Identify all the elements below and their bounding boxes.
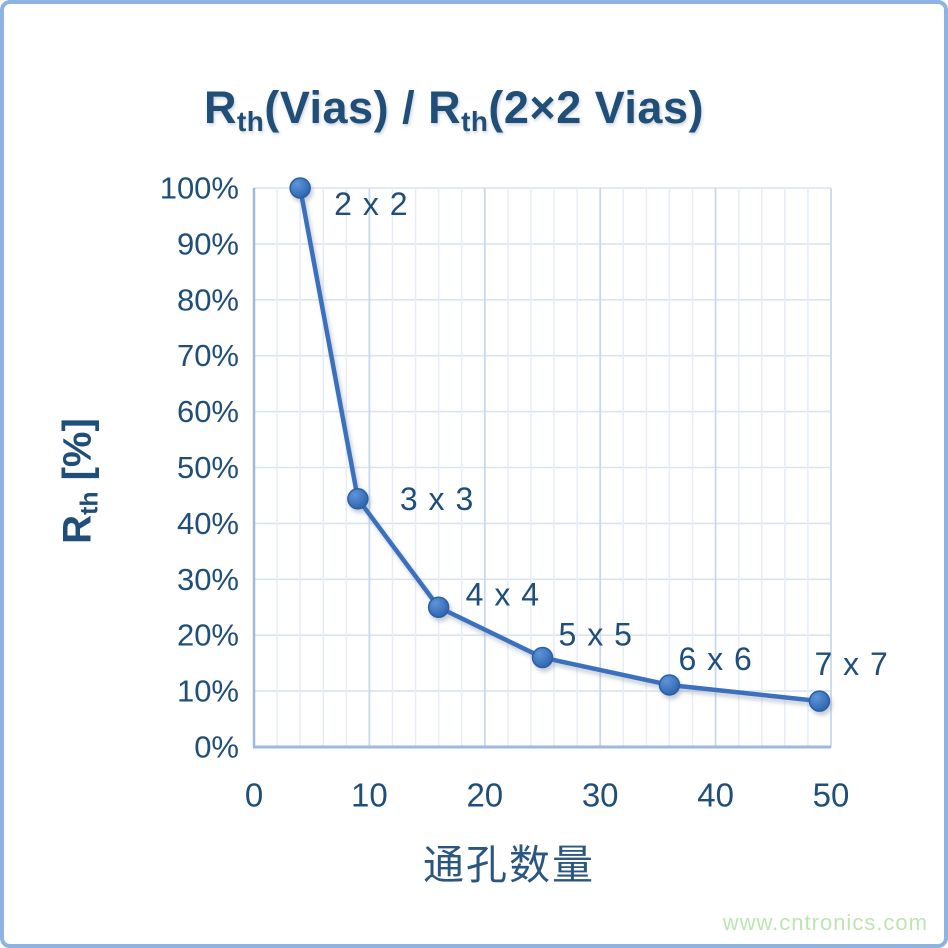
y-tick-label: 10% (177, 674, 239, 709)
title-sub2: th (461, 105, 489, 137)
x-tick-label: 30 (582, 777, 619, 814)
data-point-label: 6 x 6 (678, 641, 752, 677)
x-axis-title: 通孔数量 (423, 842, 595, 888)
chart-title: Rth(Vias) / Rth(2×2 Vias) (4, 82, 904, 138)
data-point-label: 3 x 3 (400, 481, 474, 517)
y-tick-label: 80% (177, 282, 239, 317)
y-tick-label: 0% (194, 730, 239, 765)
data-point-marker (808, 690, 831, 712)
y-tick-label: 20% (177, 618, 239, 653)
title-sub1: th (237, 105, 265, 137)
title-mid: (Vias) / R (264, 82, 462, 133)
data-series (289, 177, 831, 712)
x-tick-label: 20 (466, 777, 503, 814)
data-point-label: 7 x 7 (814, 646, 888, 682)
x-tick-label: 50 (813, 777, 850, 814)
y-tick-label: 60% (177, 394, 239, 429)
data-point-label: 5 x 5 (559, 617, 633, 653)
title-r1: R (204, 82, 238, 133)
y-tick-label: 100% (160, 171, 239, 206)
x-tick-label: 40 (697, 777, 734, 814)
data-line (297, 185, 822, 704)
plot-area: 2 x 2 3 x 3 4 x 4 5 x 5 6 x 6 7 x 7 0% 10% 20% 30… (160, 171, 888, 814)
y-tick-label: 50% (177, 450, 239, 485)
watermark: www.cntronics.com (722, 910, 928, 935)
data-point-label: 2 x 2 (334, 186, 408, 222)
x-tick-label: 0 (245, 777, 263, 814)
title-end: (2×2 Vias) (488, 82, 704, 133)
data-point-marker (427, 596, 450, 618)
y-tick-label: 70% (177, 338, 239, 373)
y-tick-label: 40% (177, 506, 239, 541)
x-tick-label: 10 (351, 777, 388, 814)
y-tick-label: 90% (177, 226, 239, 261)
data-point-marker (347, 488, 369, 510)
y-tick-label: 30% (177, 562, 239, 597)
data-point-marker (531, 646, 554, 669)
data-point-label: 4 x 4 (466, 576, 540, 612)
data-point-marker (289, 177, 311, 199)
data-point-marker (658, 674, 681, 696)
